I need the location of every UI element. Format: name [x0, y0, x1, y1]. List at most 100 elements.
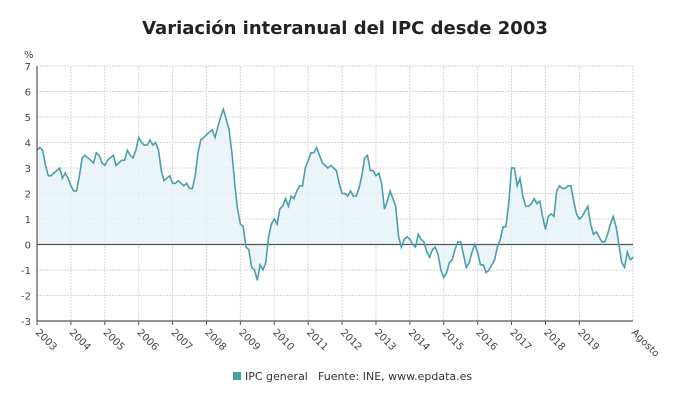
- data-point: [262, 269, 264, 271]
- data-point: [485, 271, 487, 274]
- x-tick-label: 2018: [541, 327, 567, 353]
- data-point: [414, 246, 417, 248]
- data-point: [155, 141, 157, 144]
- data-point: [50, 175, 52, 177]
- data-point: [347, 195, 349, 197]
- data-point: [273, 218, 275, 220]
- data-point: [581, 215, 583, 218]
- data-point: [146, 144, 148, 146]
- data-point: [321, 162, 323, 164]
- data-point: [434, 246, 436, 248]
- data-point: [248, 249, 250, 251]
- data-point: [259, 264, 261, 266]
- data-point: [601, 241, 603, 243]
- y-tick-label: 5: [25, 113, 31, 124]
- data-point: [44, 164, 47, 167]
- data-point: [349, 190, 352, 192]
- data-point: [171, 182, 174, 184]
- data-point: [276, 223, 278, 225]
- data-point: [174, 182, 177, 184]
- data-point: [606, 233, 609, 235]
- data-point: [381, 182, 383, 184]
- data-point: [268, 236, 270, 238]
- data-point: [457, 241, 459, 243]
- data-point: [242, 226, 244, 228]
- data-point: [287, 205, 289, 207]
- data-point: [440, 269, 442, 271]
- data-point: [502, 226, 504, 228]
- y-tick-label: 0: [25, 241, 31, 252]
- data-point: [426, 251, 428, 253]
- data-point: [482, 264, 484, 266]
- data-point: [92, 162, 95, 164]
- data-point: [341, 192, 343, 195]
- plot-area: [36, 106, 634, 281]
- x-tick-label: 2013: [372, 327, 398, 353]
- data-point: [188, 187, 191, 189]
- data-point: [126, 149, 128, 151]
- data-point: [183, 185, 185, 187]
- data-point: [573, 200, 575, 202]
- data-point: [417, 233, 419, 235]
- data-point: [39, 147, 41, 149]
- data-point: [556, 190, 558, 192]
- data-point: [604, 241, 606, 243]
- x-tick-label: 2015: [440, 327, 466, 353]
- data-point: [412, 243, 414, 246]
- data-point: [64, 172, 66, 174]
- x-tick-label: 2010: [270, 327, 296, 353]
- data-point: [429, 256, 431, 258]
- data-point: [400, 246, 402, 248]
- data-point: [454, 249, 456, 251]
- data-point: [615, 226, 617, 228]
- data-point: [632, 256, 634, 258]
- data-point: [101, 162, 103, 164]
- x-tick-label: 2016: [474, 327, 500, 353]
- data-point: [338, 182, 340, 184]
- legend: IPC general Fuente: INE, www.epdata.es: [233, 370, 472, 383]
- data-point: [104, 164, 106, 167]
- data-point: [236, 208, 239, 210]
- data-point: [358, 187, 360, 189]
- data-point: [547, 215, 549, 218]
- x-tick-label: 2012: [338, 327, 364, 353]
- data-point: [519, 177, 521, 179]
- data-point: [200, 139, 202, 141]
- data-point: [626, 251, 628, 253]
- data-point: [47, 175, 49, 177]
- data-point: [282, 205, 284, 207]
- data-point: [578, 218, 580, 220]
- data-point: [70, 185, 72, 187]
- data-point: [307, 159, 309, 161]
- data-point: [205, 134, 208, 136]
- data-point: [550, 213, 552, 215]
- data-point: [344, 192, 346, 195]
- data-point: [132, 157, 134, 159]
- data-point: [197, 152, 199, 154]
- x-tick-label: 2004: [67, 327, 93, 353]
- data-point: [231, 152, 233, 154]
- x-tick-label: 2003: [33, 327, 59, 353]
- chart-title: Variación interanual del IPC desde 2003: [142, 18, 548, 39]
- data-point: [332, 167, 335, 169]
- data-point: [558, 185, 561, 187]
- data-point: [544, 228, 547, 230]
- x-tick-label: 2019: [575, 327, 601, 353]
- data-point: [609, 223, 612, 225]
- data-point: [510, 167, 513, 169]
- data-point: [214, 136, 216, 138]
- data-point: [567, 185, 569, 187]
- data-point: [301, 185, 304, 187]
- data-point: [208, 131, 210, 133]
- data-point: [423, 241, 425, 243]
- data-point: [118, 162, 120, 164]
- data-point: [123, 159, 126, 161]
- y-tick-label: 2: [25, 190, 31, 201]
- x-tick-label: 2017: [507, 327, 533, 353]
- data-point: [406, 236, 408, 238]
- data-point: [138, 136, 140, 138]
- data-point: [355, 195, 357, 197]
- data-point: [488, 269, 490, 271]
- data-point: [234, 182, 236, 184]
- data-point: [366, 154, 369, 156]
